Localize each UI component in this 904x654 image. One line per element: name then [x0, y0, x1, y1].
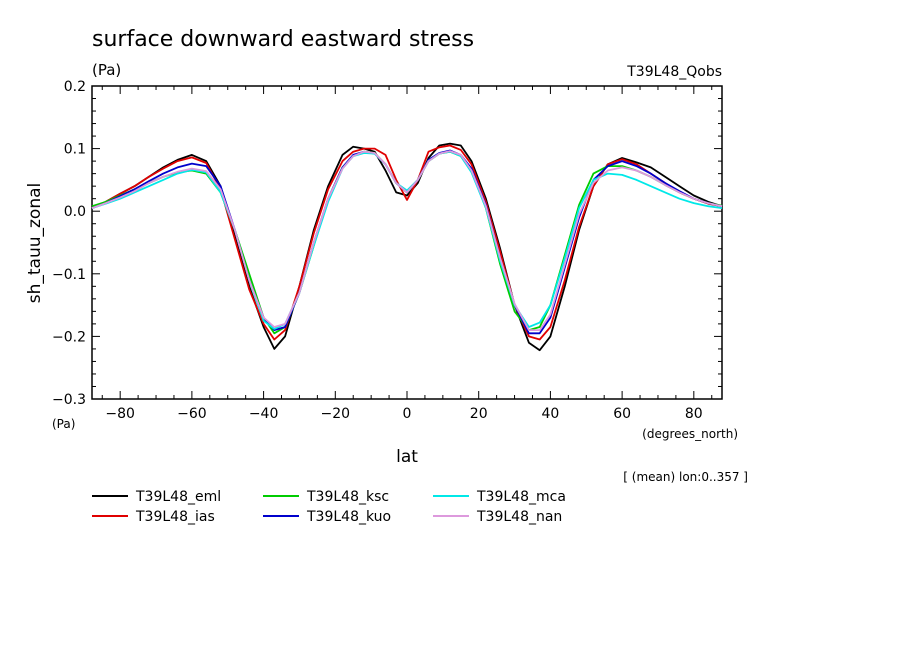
plot-area: −80 −60 −40 −20 0 20 40 60 80 −0.3 −0.2 −0.1 0.0 0.1 0… [52, 79, 723, 422]
y-tick-label: 0.2 [64, 79, 86, 95]
x-tick-label: −40 [249, 406, 279, 422]
y-unit-small: (Pa) [52, 417, 75, 431]
y-axis-label: sh_tauu_zonal [25, 183, 45, 304]
x-tick-label: −20 [321, 406, 351, 422]
y-tick-label: −0.3 [52, 392, 86, 408]
legend-item: T39L48_eml [92, 489, 221, 505]
mean-note: [ (mean) lon:0..357 ] [623, 470, 748, 484]
legend-item: T39L48_ias [92, 509, 215, 525]
legend-label: T39L48_kuo [306, 509, 391, 525]
legend-item: T39L48_ksc [263, 489, 389, 505]
chart-title: surface downward eastward stress [92, 27, 474, 52]
x-tick-label: 20 [470, 406, 488, 422]
legend-label: T39L48_ias [135, 509, 215, 525]
x-tick-label: −80 [105, 406, 135, 422]
legend-item: T39L48_mca [433, 489, 566, 505]
run-label: T39L48_Qobs [626, 64, 722, 80]
y-tick-label: 0.0 [64, 204, 86, 220]
x-axis-label: lat [396, 447, 418, 467]
x-tick-label: 80 [685, 406, 703, 422]
title-units: (Pa) [92, 61, 121, 79]
legend-label: T39L48_eml [135, 489, 221, 505]
legend-label: T39L48_nan [476, 509, 562, 525]
y-tick-label: 0.1 [64, 142, 86, 158]
legend-label: T39L48_mca [476, 489, 566, 505]
x-tick-label: 40 [541, 406, 559, 422]
legend-item: T39L48_nan [433, 509, 562, 525]
tick-layer: −80 −60 −40 −20 0 20 40 60 80 −0.3 −0.2 −0.1 0.0 0.1 0… [52, 79, 722, 422]
x-tick-label: −60 [177, 406, 207, 422]
x-tick-label: 60 [613, 406, 631, 422]
x-unit-small: (degrees_north) [642, 427, 738, 441]
series-line-T39L48_ias [91, 144, 723, 341]
legend: T39L48_eml T39L48_ias T39L48_ksc T39L48_kuo… [92, 489, 566, 525]
x-tick-label: 0 [403, 406, 412, 422]
y-tick-label: −0.1 [52, 267, 86, 283]
series-layer [91, 142, 723, 352]
y-tick-label: −0.2 [52, 329, 86, 345]
series-line-T39L48_nan [91, 150, 723, 332]
legend-item: T39L48_kuo [263, 509, 391, 525]
legend-label: T39L48_ksc [306, 489, 389, 505]
